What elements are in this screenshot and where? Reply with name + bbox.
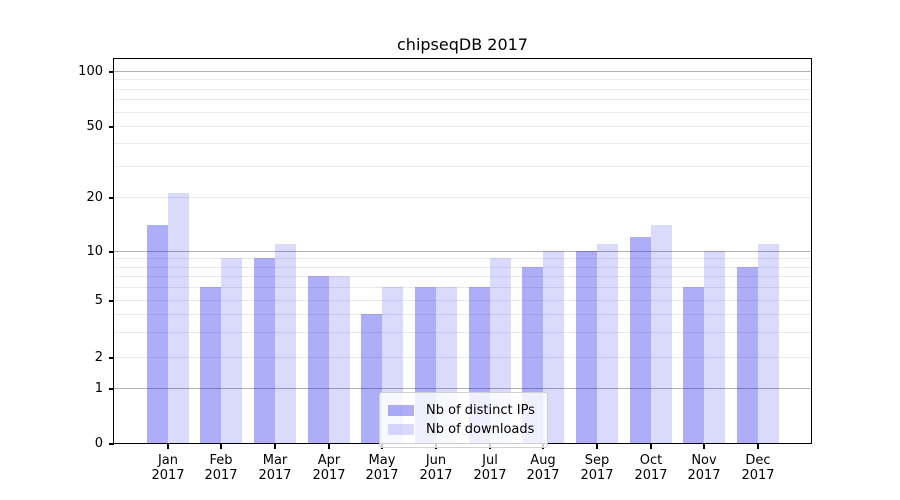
legend-label-distinct-ips: Nb of distinct IPs [426,403,535,418]
x-tick-label-jan: Jan 2017 [151,453,185,483]
minor-gridline-3 [114,332,811,333]
minor-gridline-8 [114,267,811,268]
legend-swatch-distinct-ips [388,405,414,416]
y-tick-mark-2 [109,357,114,359]
bar-distinct-ips-nov [683,287,704,443]
minor-gridline-4 [114,314,811,315]
y-tick-label-1: 1 [94,381,103,396]
y-tick-mark-100 [109,71,114,73]
x-tick-label-feb: Feb 2017 [204,453,238,483]
minor-gridline-9 [114,258,811,259]
bar-distinct-ips-mar [254,258,275,443]
bar-distinct-ips-may [361,314,382,443]
x-tick-mark-jan [167,444,169,449]
minor-gridline-60 [114,112,811,113]
legend-label-downloads: Nb of downloads [426,422,535,437]
minor-gridline-7 [114,276,811,277]
bar-downloads-jan [168,193,189,443]
bar-downloads-apr [329,276,350,443]
bar-distinct-ips-jan [147,225,168,443]
x-tick-label-mar: Mar 2017 [258,453,292,483]
legend-row: Nb of distinct IPs [388,402,535,419]
y-tick-label-100: 100 [78,64,103,79]
bar-distinct-ips-dec [737,267,758,443]
y-tick-label-2: 2 [94,350,103,365]
bar-downloads-dec [758,244,779,443]
x-tick-label-nov: Nov 2017 [687,453,721,483]
minor-gridline-2 [114,357,811,358]
y-tick-label-50: 50 [86,119,103,134]
x-tick-label-jul: Jul 2017 [473,453,507,483]
major-gridline-1 [114,388,811,389]
x-tick-mark-feb [220,444,222,449]
minor-gridline-80 [114,89,811,90]
y-tick-label-20: 20 [86,190,103,205]
y-tick-label-5: 5 [94,293,103,308]
minor-gridline-40 [114,143,811,144]
bar-distinct-ips-apr [308,276,329,443]
x-tick-label-may: May 2017 [365,453,399,483]
y-tick-label-0: 0 [94,436,103,451]
y-tick-mark-1 [109,388,114,390]
bar-downloads-mar [275,244,296,443]
y-tick-mark-20 [109,197,114,199]
x-tick-label-sep: Sep 2017 [580,453,614,483]
x-tick-mark-nov [703,444,705,449]
minor-gridline-70 [114,99,811,100]
chart-title: chipseqDB 2017 [397,35,528,54]
legend-swatch-downloads [388,424,414,435]
legend-row: Nb of downloads [388,421,535,438]
minor-gridline-6 [114,287,811,288]
bar-distinct-ips-oct [630,237,651,443]
y-tick-mark-0 [109,443,114,445]
bar-distinct-ips-feb [200,287,221,443]
x-tick-label-aug: Aug 2017 [526,453,560,483]
x-tick-label-oct: Oct 2017 [634,453,668,483]
legend: Nb of distinct IPs Nb of downloads [379,392,548,448]
x-tick-mark-mar [274,444,276,449]
bar-downloads-nov [704,251,725,443]
bar-downloads-sep [597,244,618,443]
x-tick-label-jun: Jun 2017 [419,453,453,483]
plot-area [113,58,812,444]
x-tick-label-apr: Apr 2017 [312,453,346,483]
minor-gridline-5 [114,300,811,301]
bar-downloads-aug [543,251,564,443]
y-tick-label-10: 10 [86,244,103,259]
bar-distinct-ips-sep [576,251,597,443]
minor-gridline-20 [114,197,811,198]
y-tick-mark-10 [109,251,114,253]
x-tick-mark-sep [596,444,598,449]
x-tick-mark-apr [328,444,330,449]
minor-gridline-30 [114,166,811,167]
y-tick-mark-50 [109,126,114,128]
x-tick-label-dec: Dec 2017 [741,453,775,483]
minor-gridline-90 [114,79,811,80]
x-tick-mark-oct [650,444,652,449]
y-tick-mark-5 [109,300,114,302]
major-gridline-100 [114,71,811,72]
x-tick-mark-dec [757,444,759,449]
major-gridline-10 [114,251,811,252]
bar-downloads-feb [221,258,242,443]
bar-downloads-oct [651,225,672,443]
minor-gridline-50 [114,126,811,127]
